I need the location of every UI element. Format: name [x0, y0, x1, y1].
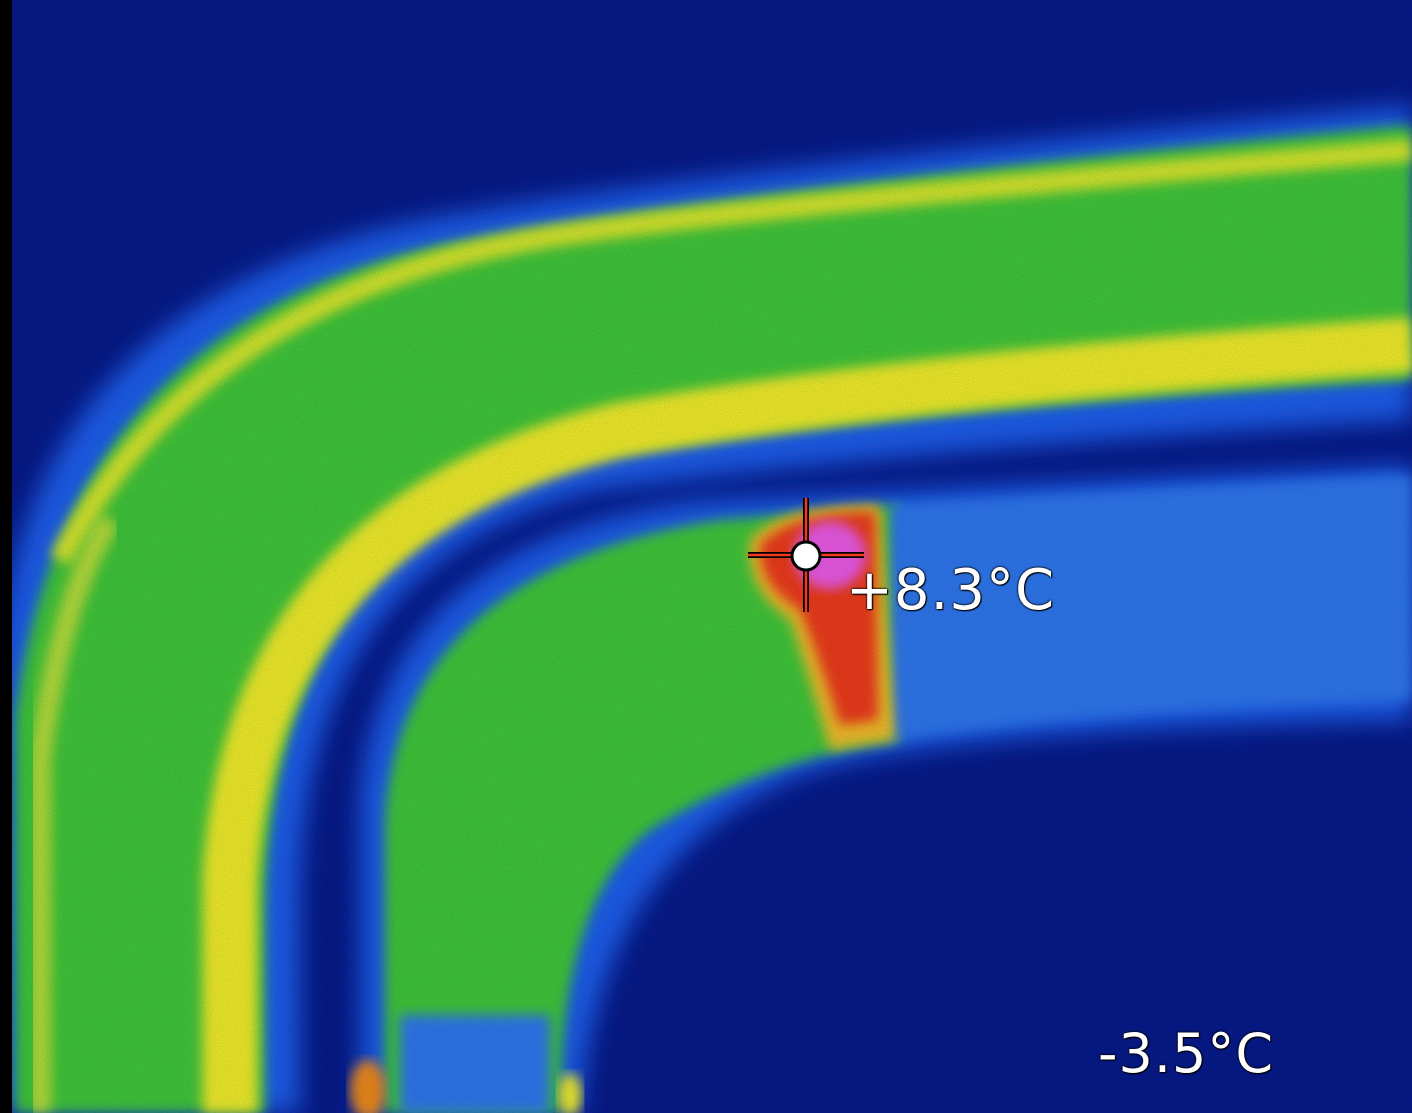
- frame-edge: [0, 0, 12, 1113]
- crosshair-icon: [748, 498, 864, 612]
- min-temperature-readout: -3.5°C: [1098, 1022, 1275, 1085]
- spot-temperature-readout: +8.3°C: [846, 558, 1056, 623]
